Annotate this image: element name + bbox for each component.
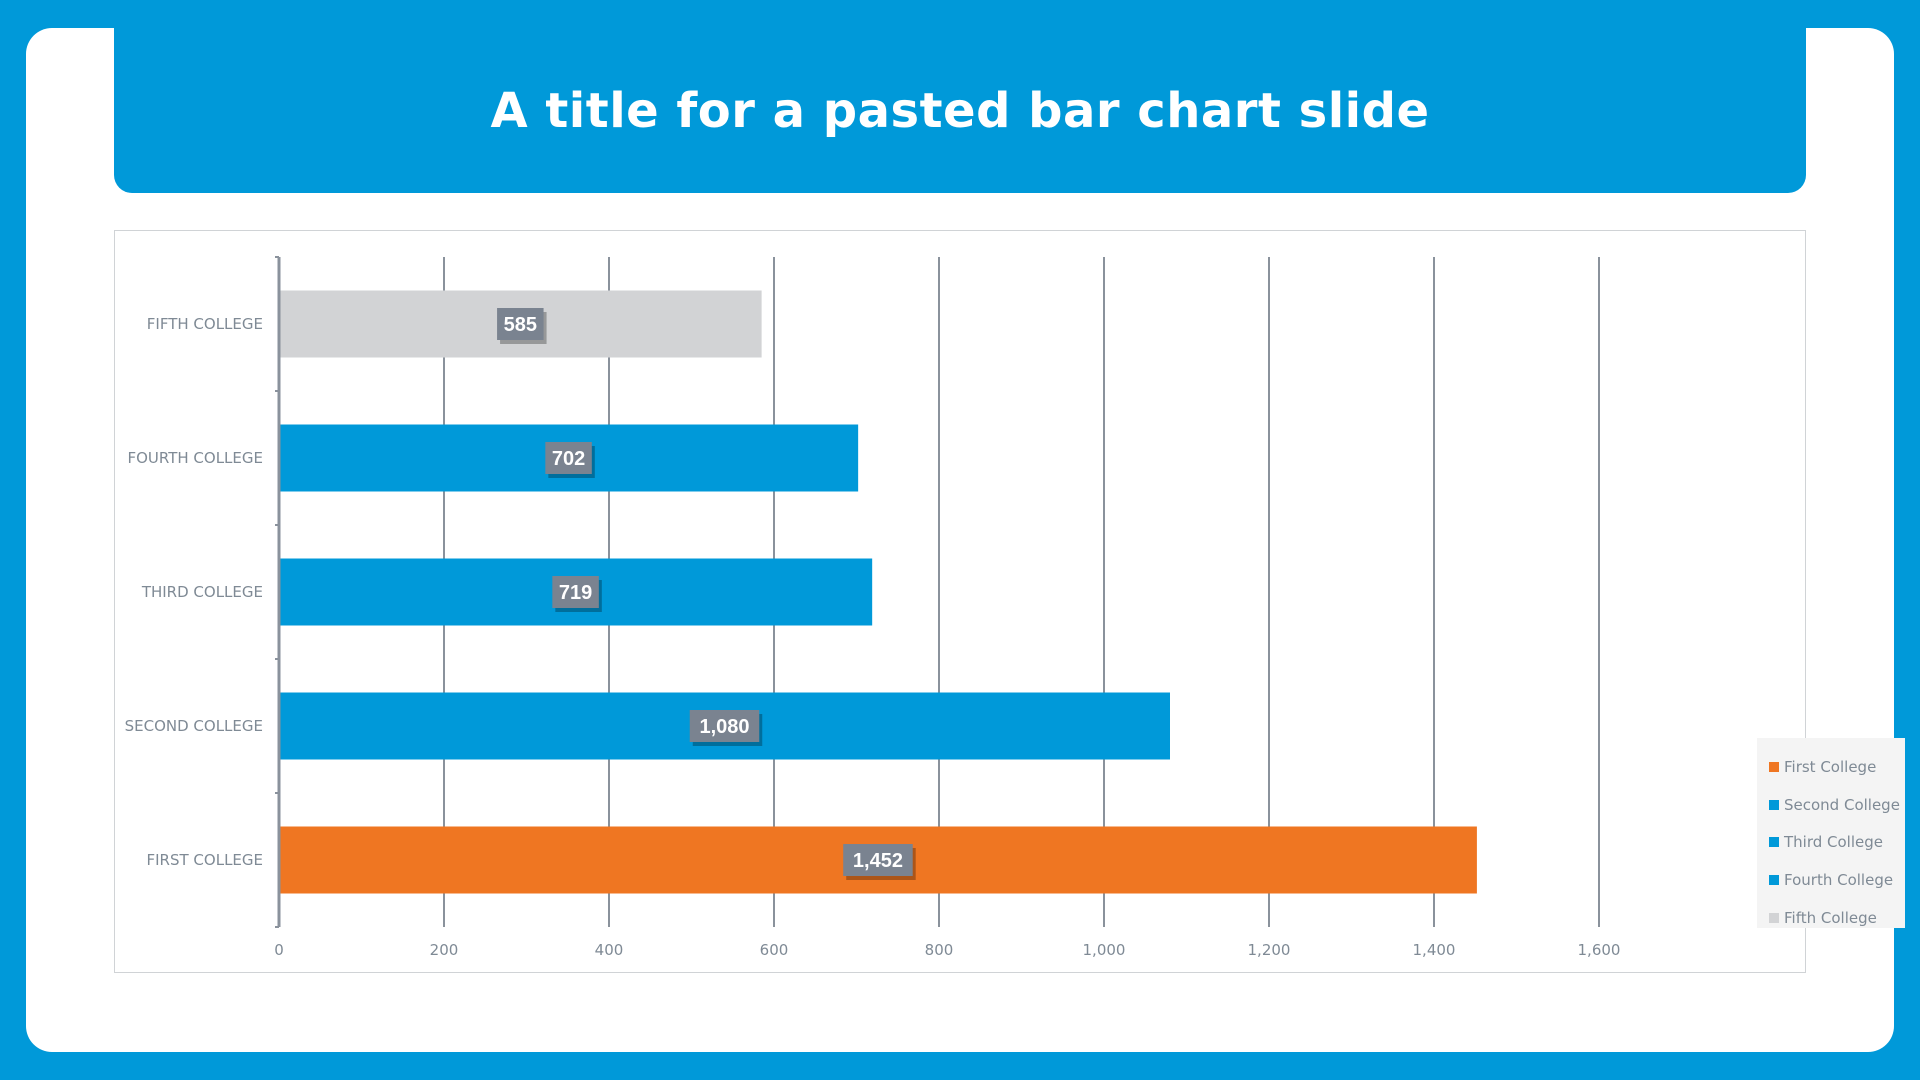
legend-swatch-second-college [1769,799,1779,810]
x-tick-label-1000: 1,000 [1083,941,1126,959]
chart-frame[interactable]: 0 200 400 600 800 1,000 1,200 1,400 1,600 FIRST C… [114,230,1905,974]
data-label-box-fourth-college [545,442,592,474]
data-label-second-college: 1,080 [699,716,749,738]
chart-legend: First College Second College Third Colle… [1757,738,1905,928]
data-label-box-first-college [843,844,913,876]
bar-chart[interactable]: 0 200 400 600 800 1,000 1,200 1,400 1,600 FIRST C… [115,231,1807,974]
data-label-box-third-college [552,576,599,608]
x-tick-label-400: 400 [595,941,624,959]
category-label-fourth-college: FOURTH COLLEGE [127,449,263,467]
x-tick-label-1400: 1,400 [1413,941,1456,959]
category-label-first-college: FIRST COLLEGE [147,851,264,869]
legend-label-fourth-college: Fourth College [1784,871,1894,890]
category-label-third-college: THIRD COLLEGE [141,583,263,601]
legend-label-first-college: First College [1784,757,1877,776]
x-tick-label-0: 0 [274,941,284,959]
title-bar: A title for a pasted bar chart slide [114,28,1806,193]
legend-label-fifth-college: Fifth College [1784,909,1877,928]
legend-item-third-college: Third College [1769,824,1905,862]
x-tick-label-1200: 1,200 [1248,941,1291,959]
data-label-fourth-college: 702 [552,448,585,470]
category-label-fifth-college: FIFTH COLLEGE [147,315,263,333]
legend-item-fifth-college: Fifth College [1769,899,1905,937]
legend-item-fourth-college: Fourth College [1769,861,1905,899]
x-tick-label-800: 800 [925,941,954,959]
legend-item-first-college: First College [1769,748,1905,786]
data-label-first-college: 1,452 [853,850,903,872]
data-label-third-college: 719 [559,582,592,604]
category-label-second-college: SECOND COLLEGE [125,717,263,735]
legend-swatch-fourth-college [1769,875,1779,886]
legend-item-second-college: Second College [1769,786,1905,824]
legend-swatch-fifth-college [1769,913,1779,924]
legend-swatch-first-college [1769,761,1779,772]
x-tick-label-200: 200 [430,941,459,959]
legend-label-third-college: Third College [1784,833,1883,852]
x-tick-label-600: 600 [760,941,789,959]
legend-label-second-college: Second College [1784,795,1900,814]
data-label-fifth-college: 585 [504,314,537,336]
legend-swatch-third-college [1769,837,1779,848]
x-tick-label-1600: 1,600 [1578,941,1621,959]
data-label-box-second-college [689,710,760,742]
data-label-box-fifth-college [497,308,544,340]
slide-title[interactable]: A title for a pasted bar chart slide [490,82,1430,139]
